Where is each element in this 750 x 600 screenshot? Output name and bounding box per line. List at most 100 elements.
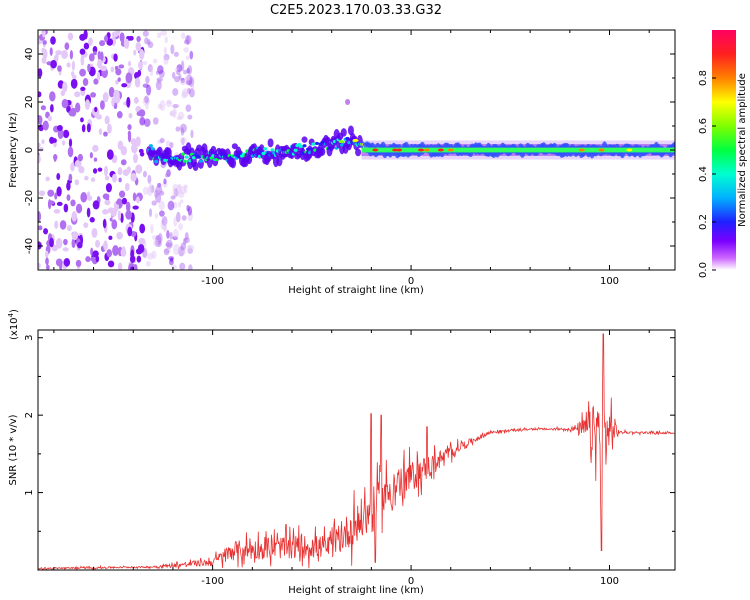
noise-blob [71, 211, 78, 222]
noise-blob [80, 54, 85, 66]
noise-blob [179, 262, 186, 270]
noise-blob [47, 115, 52, 122]
noise-blob [74, 91, 81, 98]
noise-blob [48, 200, 55, 205]
noise-blob [111, 97, 115, 107]
noise-blob [99, 40, 106, 47]
noise-blob [66, 181, 71, 191]
noise-blob [176, 69, 181, 76]
noise-blob [53, 153, 57, 162]
noise-blob [109, 217, 113, 222]
snr-series-line [38, 333, 675, 570]
noise-blob [156, 77, 163, 82]
ridge-envelope [340, 128, 347, 137]
x-tick-label: 0 [408, 276, 414, 287]
noise-blob [167, 200, 175, 211]
spectrogram-panel: -100 0 100 -40 -20 0 20 40 Height of straight l… [8, 29, 676, 296]
noise-blob [108, 235, 113, 241]
noise-blob [94, 106, 98, 113]
spectrogram-ylabel: Frequency (Hz) [8, 112, 19, 188]
noise-blob [43, 228, 49, 235]
noise-blob [166, 100, 173, 108]
ridge-core [197, 155, 202, 159]
noise-blob [185, 80, 193, 86]
snr-ylabel: SNR (10 * v/v) [8, 414, 19, 485]
noise-blob [139, 151, 145, 157]
noise-blob [70, 199, 76, 207]
noise-blob [103, 131, 108, 137]
ridge-core [154, 160, 159, 164]
colorbar-tick-label: 0.2 [698, 214, 709, 230]
noise-blob [95, 114, 103, 120]
ridge-core [263, 147, 268, 151]
ridge-envelope [276, 156, 283, 167]
noise-blob [172, 228, 179, 239]
noise-blob [71, 231, 79, 241]
noise-blob [134, 72, 139, 80]
noise-blob [173, 244, 180, 255]
noise-blob [142, 186, 149, 195]
noise-blob [135, 136, 141, 147]
noise-blob [96, 71, 101, 81]
noise-blob [116, 111, 123, 119]
noise-blob [132, 205, 139, 210]
noise-blob [142, 30, 149, 37]
x-tick-label: 100 [600, 576, 619, 587]
colorbar-label: Normalized spectral amplitude [737, 73, 748, 227]
noise-blob [117, 210, 122, 221]
noise-blob [164, 36, 169, 44]
noise-blob [90, 92, 97, 98]
noise-blob [100, 51, 104, 62]
noise-blob [106, 38, 114, 46]
noise-blob [61, 98, 69, 109]
noise-blob [163, 248, 170, 256]
noise-blob [102, 92, 109, 103]
noise-blob [81, 124, 86, 133]
noise-blob [139, 223, 146, 234]
noise-blob [125, 201, 131, 212]
noise-blob [120, 247, 127, 257]
noise-blob [160, 30, 168, 36]
noise-blob [54, 220, 59, 229]
ridge-core [270, 148, 275, 152]
snr-panel: -100 0 100 1 2 3 Height of straight line (km)… [7, 309, 676, 596]
ridge-hotspot [417, 148, 424, 152]
x-tick-label: 100 [600, 276, 619, 287]
noise-blob [182, 237, 187, 246]
snr-multiplier-close: ) [9, 309, 20, 313]
ridge-stable-core [361, 147, 675, 153]
noise-blob [84, 99, 91, 110]
noise-blob [181, 88, 189, 98]
noise-blob [62, 129, 70, 139]
noise-blob [136, 35, 141, 43]
noise-blob [56, 201, 63, 207]
noise-blob [38, 91, 42, 98]
noise-blob [38, 115, 43, 125]
noise-blob [97, 167, 103, 172]
noise-blob [74, 159, 82, 168]
noise-blob [165, 239, 173, 249]
noise-blob [165, 173, 169, 178]
noise-blob [83, 222, 89, 228]
noise-blob [70, 162, 75, 172]
noise-blob [144, 95, 149, 104]
noise-blob [57, 128, 64, 140]
noise-blob [106, 249, 113, 258]
noise-blob [171, 264, 177, 270]
ridge-hotspot [352, 138, 359, 142]
noise-blob [175, 126, 181, 132]
noise-blob [50, 60, 57, 69]
noise-blob [153, 239, 159, 247]
noise-blob [104, 199, 111, 206]
noise-blob [49, 91, 56, 102]
noise-blob [128, 35, 134, 41]
noise-blob [138, 61, 143, 70]
noise-blob [158, 200, 165, 211]
noise-blob [80, 86, 86, 91]
noise-blob [92, 51, 97, 56]
ridge-core [148, 144, 153, 148]
noise-blob [49, 237, 54, 248]
noise-blob [88, 53, 95, 62]
noise-blob [106, 149, 114, 160]
noise-blob [186, 204, 190, 212]
